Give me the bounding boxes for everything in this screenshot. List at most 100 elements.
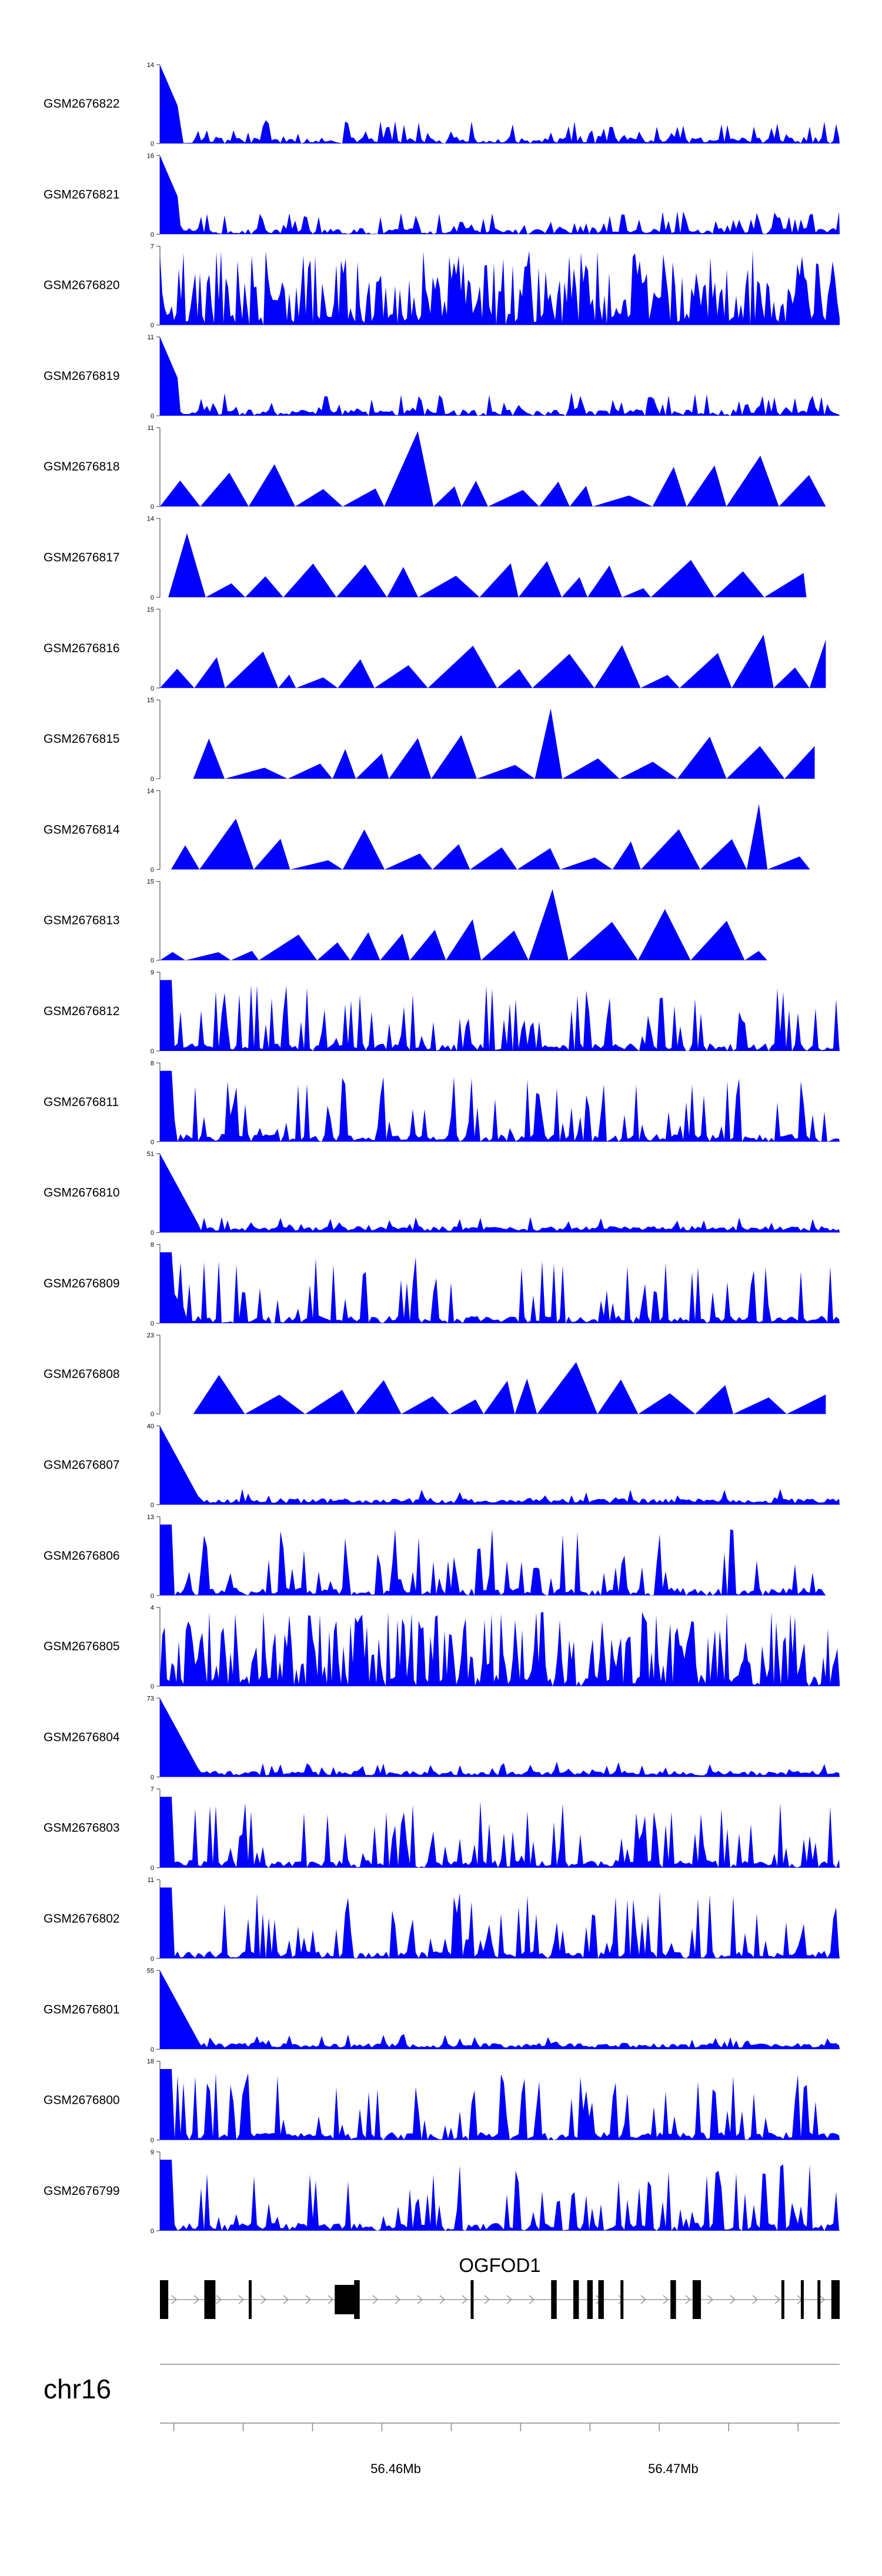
track-GSM2676812: GSM2676812 9 0 — [44, 969, 840, 1055]
coverage-area — [160, 1153, 840, 1233]
coverage-area — [160, 1524, 826, 1596]
coverage-area — [160, 1887, 840, 1958]
coverage-area — [160, 1611, 840, 1687]
track-GSM2676819: GSM2676819 11 0 — [44, 334, 840, 420]
y-tick-label-zero: 0 — [151, 595, 154, 602]
y-tick-label-max: 73 — [147, 1695, 154, 1702]
track-label: GSM2676818 — [44, 460, 120, 473]
strand-arrow — [439, 2295, 446, 2304]
y-tick-label-max: 8 — [151, 1242, 154, 1249]
y-tick-label-zero: 0 — [151, 141, 154, 148]
strand-arrow — [484, 2295, 490, 2304]
y-tick-label-max: 4 — [151, 1604, 154, 1611]
y-tick-label-zero: 0 — [151, 1048, 154, 1055]
y-tick-label-zero: 0 — [151, 685, 154, 692]
coverage-area — [160, 250, 840, 325]
track-label: GSM2676799 — [44, 2184, 120, 2198]
exon — [817, 2280, 821, 2319]
strand-arrow — [462, 2295, 468, 2304]
chromosome-label: chr16 — [44, 2374, 111, 2404]
coverage-area — [160, 1070, 840, 1142]
track-label: GSM2676812 — [44, 1005, 120, 1018]
coverage-area — [160, 431, 826, 507]
y-tick-label-zero: 0 — [151, 413, 154, 420]
track-GSM2676815: GSM2676815 15 0 — [44, 697, 815, 783]
track-GSM2676821: GSM2676821 16 0 — [44, 152, 840, 238]
y-tick-label-zero: 0 — [151, 1683, 154, 1690]
track-GSM2676805: GSM2676805 4 0 — [44, 1604, 840, 1690]
track-GSM2676807: GSM2676807 40 0 — [44, 1423, 840, 1509]
strand-arrow — [305, 2295, 312, 2304]
strand-arrow — [171, 2295, 178, 2304]
exon — [335, 2285, 358, 2314]
strand-arrow — [395, 2295, 401, 2304]
track-label: GSM2676816 — [44, 642, 120, 655]
track-GSM2676802: GSM2676802 11 0 — [44, 1877, 840, 1963]
track-GSM2676804: GSM2676804 73 0 — [44, 1695, 840, 1781]
track-label: GSM2676811 — [44, 1095, 119, 1109]
track-label: GSM2676815 — [44, 732, 120, 746]
y-tick-label-max: 40 — [147, 1423, 154, 1430]
exon — [620, 2280, 624, 2319]
track-GSM2676808: GSM2676808 23 0 — [44, 1332, 826, 1418]
strand-arrow — [707, 2295, 714, 2304]
y-tick-label-zero: 0 — [151, 2137, 154, 2144]
exon — [248, 2280, 252, 2319]
track-GSM2676800: GSM2676800 18 0 — [44, 2058, 840, 2144]
track-GSM2676814: GSM2676814 14 0 — [44, 788, 810, 873]
track-GSM2676799: GSM2676799 9 0 — [44, 2149, 840, 2235]
track-label: GSM2676800 — [44, 2094, 120, 2107]
coverage-tracks: GSM2676822140GSM2676821160GSM267682070GS… — [44, 62, 840, 2235]
track-GSM2676820: GSM2676820 7 0 — [44, 243, 840, 329]
track-GSM2676822: GSM2676822 14 0 — [44, 62, 840, 148]
y-tick-label-max: 55 — [147, 1967, 154, 1974]
y-tick-label-zero: 0 — [151, 776, 154, 783]
y-tick-label-zero: 0 — [151, 1865, 154, 1872]
track-GSM2676809: GSM2676809 8 0 — [44, 1242, 840, 1327]
exon — [781, 2280, 784, 2319]
coverage-area — [160, 1252, 840, 1323]
track-GSM2676813: GSM2676813 15 0 — [44, 879, 767, 965]
coverage-area — [193, 1362, 826, 1414]
track-GSM2676806: GSM2676806 13 0 — [44, 1514, 826, 1600]
strand-arrow — [216, 2295, 222, 2304]
strand-arrow — [372, 2295, 379, 2304]
y-tick-label-zero: 0 — [151, 866, 154, 873]
y-tick-label-max: 11 — [148, 334, 154, 341]
track-label: GSM2676817 — [44, 551, 120, 565]
strand-arrow — [328, 2295, 334, 2304]
coverage-area — [160, 2160, 840, 2231]
y-tick-label-zero: 0 — [151, 1502, 154, 1509]
y-tick-label-zero: 0 — [151, 1411, 154, 1418]
y-tick-label-max: 14 — [147, 788, 154, 795]
track-label: GSM2676819 — [44, 369, 120, 383]
coverage-area — [168, 533, 807, 598]
track-label: GSM2676806 — [44, 1549, 120, 1563]
exon — [470, 2280, 474, 2319]
y-tick-label-zero: 0 — [151, 957, 154, 965]
y-tick-label-max: 11 — [148, 425, 154, 432]
strand-arrow — [774, 2295, 781, 2304]
strand-arrow — [193, 2295, 200, 2304]
y-tick-label-zero: 0 — [151, 2046, 154, 2053]
y-tick-label-max: 51 — [147, 1151, 154, 1158]
exon — [598, 2280, 604, 2319]
y-tick-label-max: 13 — [147, 1514, 154, 1521]
track-label: GSM2676809 — [44, 1277, 120, 1290]
track-label: GSM2676821 — [44, 188, 120, 201]
y-tick-label-zero: 0 — [151, 1593, 154, 1600]
track-label: GSM2676810 — [44, 1186, 120, 1200]
exon — [204, 2280, 216, 2319]
coverage-area — [160, 65, 840, 144]
y-tick-label-zero: 0 — [151, 231, 154, 238]
y-tick-label-zero: 0 — [151, 1774, 154, 1781]
exon — [831, 2280, 840, 2319]
coverage-area — [193, 708, 815, 779]
exon — [354, 2280, 360, 2319]
y-tick-label-zero: 0 — [151, 1230, 154, 1237]
coverage-area — [160, 1970, 840, 2050]
y-tick-label-max: 11 — [148, 1877, 154, 1884]
exon — [800, 2280, 804, 2319]
track-label: GSM2676820 — [44, 279, 120, 292]
gene-model-track: OGFOD1 — [160, 2254, 840, 2319]
